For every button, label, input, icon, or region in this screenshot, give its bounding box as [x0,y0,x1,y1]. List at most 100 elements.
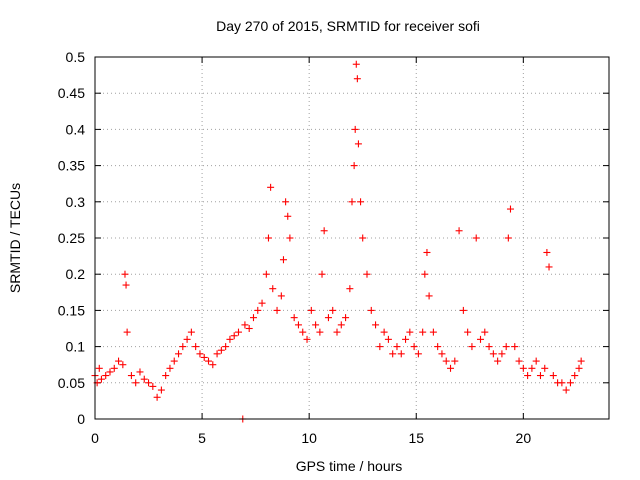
data-point [451,357,459,365]
data-point [110,364,118,372]
data-point [536,372,544,380]
data-point [249,314,257,322]
data-point [279,256,287,264]
grid-layer [95,57,609,419]
data-point [122,281,130,289]
data-point [447,364,455,372]
data-point [397,350,405,358]
data-point [140,375,148,383]
data-point [359,234,367,242]
data-point [183,335,191,343]
data-point [442,357,450,365]
data-point [318,270,326,278]
data-point [357,198,365,206]
data-point [241,321,249,329]
y-tick-label: 0.15 [58,302,85,318]
data-point [372,321,380,329]
chart-title: Day 270 of 2015, SRMTID for receiver sof… [216,18,480,34]
data-point [192,343,200,351]
data-point [299,328,307,336]
data-point [166,364,174,372]
data-point [348,198,356,206]
data-point [269,285,277,293]
data-point [175,350,183,358]
data-point [226,335,234,343]
data-point [136,368,144,376]
data-point [410,343,418,351]
data-point [406,328,414,336]
data-point [179,343,187,351]
data-point [205,357,213,365]
data-point [196,350,204,358]
data-point [127,372,135,380]
data-point [438,350,446,358]
data-point [284,212,292,220]
x-tick-label: 15 [408,430,424,446]
data-point [262,270,270,278]
data-point [414,350,422,358]
x-tick-label: 10 [301,430,317,446]
data-point [419,328,427,336]
data-point [346,285,354,293]
y-tick-label: 0.4 [66,121,86,137]
data-point [277,292,285,300]
data-point [571,372,579,380]
data-point [162,372,170,380]
data-point [489,350,497,358]
data-point [337,321,345,329]
data-point [566,379,574,387]
data-point [329,306,337,314]
data-point [498,350,506,358]
data-point [421,270,429,278]
data-point [367,306,375,314]
y-axis-label: SRMTID / TECUs [7,183,23,293]
data-point [549,372,557,380]
data-point [342,314,350,322]
data-point [524,372,532,380]
data-point [217,346,225,354]
y-tick-label: 0 [77,411,85,427]
data-point [282,198,290,206]
y-tick-label: 0.35 [58,158,85,174]
x-tick-label: 20 [516,430,532,446]
y-tick-label: 0.25 [58,230,85,246]
data-point [149,382,157,390]
data-point [402,335,410,343]
tick-layer: 0 0.05 0.1 0.15 0.2 0.25 0.3 0.35 0.4 0.45 0.5 0 5 10… [58,49,609,446]
data-point [363,270,371,278]
data-point [170,357,178,365]
data-point [506,205,514,213]
data-point [380,328,388,336]
data-point [254,306,262,314]
data-point [502,343,510,351]
data-point [515,357,523,365]
data-point [376,343,384,351]
data-point [119,361,127,369]
data-point [153,393,161,401]
data-point [121,270,129,278]
y-tick-label: 0.1 [66,339,86,355]
data-point [459,306,467,314]
data-point [132,379,140,387]
data-point [351,125,359,133]
data-point [353,75,361,83]
data-point [316,328,324,336]
data-point [312,321,320,329]
data-point [464,328,472,336]
data-point [352,60,360,68]
data-point [267,183,275,191]
y-tick-label: 0.45 [58,85,85,101]
data-point [320,227,328,235]
data-point [384,335,392,343]
data-point [264,234,272,242]
data-point [485,343,493,351]
data-point [222,343,230,351]
data-point [519,364,527,372]
data-point [209,361,217,369]
data-point [543,248,551,256]
data-point [102,372,110,380]
data-point [468,343,476,351]
data-point [354,140,362,148]
data-point [423,248,431,256]
